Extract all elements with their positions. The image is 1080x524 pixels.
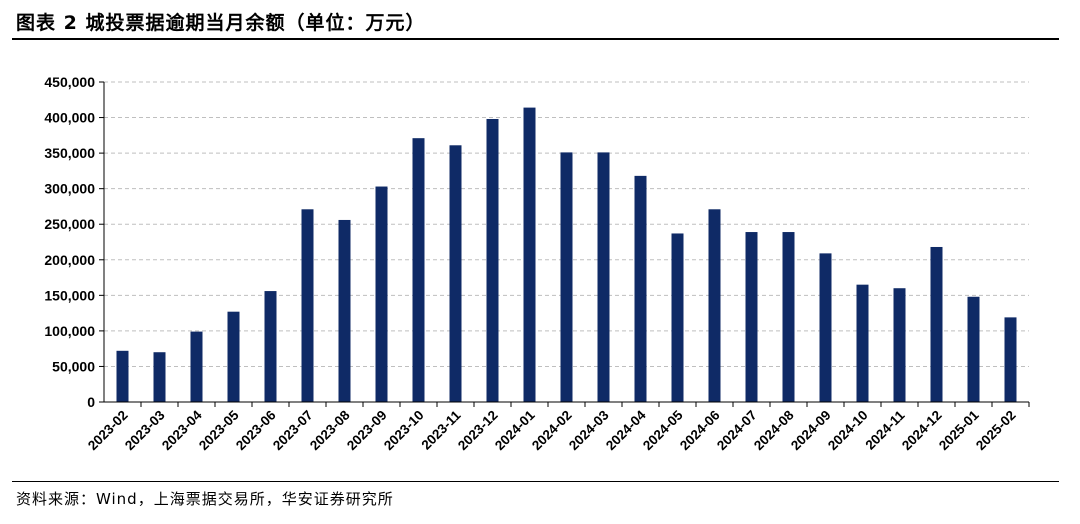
source-note: 资料来源：Wind，上海票据交易所，华安证券研究所 xyxy=(16,490,394,508)
x-tick-label: 2024-01 xyxy=(492,407,538,453)
x-tick-label: 2025-01 xyxy=(936,407,982,453)
y-tick-label: 150,000 xyxy=(44,287,95,303)
y-tick-labels: 0 50,000 100,000 150,000 200,000 250,000 300,0… xyxy=(44,74,95,410)
bars xyxy=(116,107,1017,403)
bar-2023-07 xyxy=(301,209,314,402)
bar-2023-08 xyxy=(338,219,351,402)
bar-2024-11 xyxy=(893,288,906,402)
y-tick-label: 200,000 xyxy=(44,252,95,268)
bar-chart: 0 50,000 100,000 150,000 200,000 250,000 300,0… xyxy=(44,74,1030,453)
y-tick-label: 100,000 xyxy=(44,323,95,339)
x-tick-label: 2024-02 xyxy=(529,408,575,454)
bar-2024-08 xyxy=(782,232,795,402)
bar-2023-02 xyxy=(116,350,129,402)
bar-2023-12 xyxy=(486,118,499,402)
bar-2024-09 xyxy=(819,253,832,402)
x-tick-label: 2024-07 xyxy=(714,408,760,454)
bar-2023-04 xyxy=(190,331,203,402)
figure-label: 图表 2 xyxy=(16,12,78,34)
y-tick-label: 350,000 xyxy=(44,145,95,161)
x-tick-label: 2024-05 xyxy=(640,407,686,453)
bar-2024-04 xyxy=(634,175,647,402)
bar-2024-07 xyxy=(745,232,758,402)
x-tick-label: 2023-07 xyxy=(270,408,316,454)
x-tick-label: 2023-04 xyxy=(159,407,205,453)
figure-title: 图表 2 城投票据逾期当月余额（单位：万元） xyxy=(16,8,425,35)
figure-title-text: 城投票据逾期当月余额（单位：万元） xyxy=(85,12,426,34)
y-tick-label: 250,000 xyxy=(44,216,95,232)
bar-2024-12 xyxy=(930,246,943,402)
x-tick-label: 2023-08 xyxy=(307,407,353,453)
bar-2024-06 xyxy=(708,209,721,402)
x-tick-label: 2023-05 xyxy=(196,407,242,453)
x-tick-label: 2024-12 xyxy=(899,408,945,454)
x-tick-label: 2024-03 xyxy=(566,407,612,453)
x-tick-label: 2024-04 xyxy=(603,407,649,453)
bar-2024-01 xyxy=(523,107,536,402)
x-tick-label: 2024-09 xyxy=(788,408,834,454)
y-tick-label: 50,000 xyxy=(52,358,95,374)
y-tick-label: 450,000 xyxy=(44,74,95,90)
x-tick-label: 2023-12 xyxy=(455,408,501,454)
bar-2023-09 xyxy=(375,186,388,402)
x-tick-label: 2023-02 xyxy=(85,408,131,454)
bar-2024-03 xyxy=(597,152,610,402)
axes xyxy=(99,81,1030,407)
x-tick-labels: 2023-022023-032023-042023-052023-062023-… xyxy=(85,407,1019,453)
x-tick-label: 2024-10 xyxy=(825,408,871,454)
bar-2023-05 xyxy=(227,311,240,402)
y-tick-label: 300,000 xyxy=(44,181,95,197)
top-rule xyxy=(12,38,1059,40)
x-tick-label: 2024-06 xyxy=(677,407,723,453)
bar-2023-10 xyxy=(412,138,425,402)
bar-2023-11 xyxy=(449,145,462,403)
x-tick-label: 2023-10 xyxy=(381,408,427,454)
y-tick-label: 0 xyxy=(87,394,95,410)
x-tick-label: 2023-06 xyxy=(233,407,279,453)
x-tick-label: 2023-09 xyxy=(344,408,390,454)
bar-2025-02 xyxy=(1004,317,1017,402)
bar-2023-06 xyxy=(264,291,277,402)
x-tick-label: 2024-08 xyxy=(751,407,797,453)
bar-2024-02 xyxy=(560,152,573,402)
bar-2023-03 xyxy=(153,352,166,402)
bar-2024-10 xyxy=(856,284,869,402)
x-tick-label: 2025-02 xyxy=(973,408,1019,454)
bottom-rule xyxy=(12,481,1059,482)
bar-2024-05 xyxy=(671,233,684,402)
bar-2025-01 xyxy=(967,296,980,402)
x-tick-label: 2023-03 xyxy=(122,407,168,453)
y-tick-label: 400,000 xyxy=(44,110,95,126)
